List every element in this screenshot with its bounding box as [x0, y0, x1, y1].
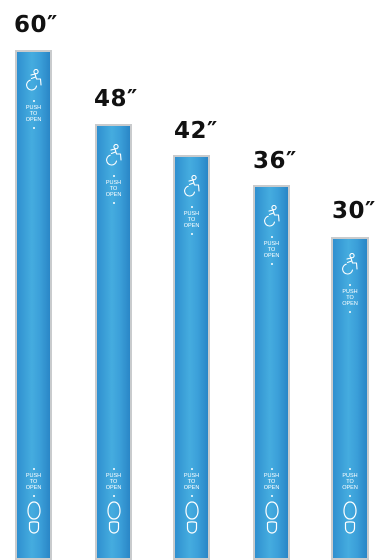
guide-dot	[270, 262, 273, 265]
push-plate-42: PUSH TO OPEN PUSH TO OPEN	[173, 155, 210, 560]
size-label-text: 30″	[332, 198, 376, 224]
guide-dot	[270, 468, 273, 470]
size-label-48: 48″	[94, 88, 138, 111]
footprint-icon	[342, 501, 358, 535]
open-word: OPEN	[342, 485, 358, 492]
push-word: PUSH	[183, 211, 200, 217]
size-label-text: 48″	[94, 86, 138, 112]
guide-dot	[270, 494, 273, 497]
push-word: PUSH	[105, 473, 122, 479]
push-word: PUSH	[25, 105, 42, 111]
footprint-icon	[26, 501, 42, 535]
guide-dot	[112, 468, 115, 470]
guide-dot	[112, 175, 115, 177]
open-word: OPEN	[105, 485, 122, 492]
push-word: PUSH	[183, 473, 200, 479]
push-word: PUSH	[105, 180, 122, 186]
push-word: PUSH	[263, 241, 280, 247]
guide-dot	[349, 494, 351, 497]
size-label-text: 60″	[14, 12, 58, 38]
guide-dot	[112, 494, 115, 497]
push-plate-30: PUSH TO OPEN PUSH TO OPEN	[331, 237, 369, 560]
open-word: OPEN	[183, 485, 200, 492]
push-word: PUSH	[342, 473, 358, 479]
push-word: PUSH	[263, 473, 280, 479]
to-word: TO	[29, 479, 38, 486]
guide-dot	[32, 126, 35, 129]
push-to-open-top: PUSH TO OPEN	[342, 289, 358, 308]
accessible-icon	[183, 175, 201, 197]
open-word: OPEN	[105, 192, 122, 199]
push-plate-36: PUSH TO OPEN PUSH TO OPEN	[253, 185, 290, 560]
push-word: PUSH	[342, 289, 358, 295]
push-to-open-top: PUSH TO OPEN	[264, 241, 280, 260]
push-plate-48: PUSH TO OPEN PUSH TO OPEN	[95, 124, 132, 560]
push-to-open-top: PUSH TO OPEN	[106, 180, 122, 199]
push-to-open-bottom: PUSH TO OPEN	[184, 473, 200, 492]
to-word: TO	[267, 247, 276, 254]
guide-dot	[32, 100, 35, 102]
push-to-open-bottom: PUSH TO OPEN	[26, 473, 42, 492]
to-word: TO	[346, 295, 354, 302]
size-label-36: 36″	[253, 150, 297, 173]
footprint-icon	[184, 501, 200, 535]
size-label-30: 30″	[332, 200, 376, 223]
open-word: OPEN	[263, 485, 280, 492]
guide-dot	[190, 206, 193, 208]
push-to-open-bottom: PUSH TO OPEN	[264, 473, 280, 492]
accessible-icon	[105, 144, 123, 166]
push-to-open-bottom: PUSH TO OPEN	[106, 473, 122, 492]
size-label-60: 60″	[14, 14, 58, 37]
accessible-icon	[341, 253, 359, 275]
push-to-open-bottom: PUSH TO OPEN	[342, 473, 358, 492]
guide-dot	[190, 494, 193, 497]
guide-dot	[349, 284, 351, 286]
to-word: TO	[187, 479, 196, 486]
to-word: TO	[187, 217, 196, 224]
to-word: TO	[109, 186, 118, 193]
guide-dot	[112, 201, 115, 204]
guide-dot	[349, 468, 351, 470]
push-to-open-top: PUSH TO OPEN	[26, 105, 42, 124]
size-label-text: 42″	[174, 118, 218, 144]
to-word: TO	[109, 479, 118, 486]
accessible-icon	[263, 205, 281, 227]
open-word: OPEN	[25, 117, 42, 124]
guide-dot	[270, 236, 273, 238]
to-word: TO	[29, 111, 38, 118]
guide-dot	[349, 310, 351, 313]
guide-dot	[190, 468, 193, 470]
push-to-open-top: PUSH TO OPEN	[184, 211, 200, 230]
accessible-icon	[25, 69, 43, 91]
guide-dot	[190, 232, 193, 235]
open-word: OPEN	[342, 301, 358, 308]
push-word: PUSH	[25, 473, 42, 479]
open-word: OPEN	[263, 253, 280, 260]
size-label-42: 42″	[174, 120, 218, 143]
to-word: TO	[346, 479, 354, 486]
open-word: OPEN	[25, 485, 42, 492]
footprint-icon	[106, 501, 122, 535]
size-label-text: 36″	[253, 148, 297, 174]
open-word: OPEN	[183, 223, 200, 230]
push-plate-60: PUSH TO OPEN PUSH TO OPEN	[15, 50, 52, 560]
footprint-icon	[264, 501, 280, 535]
to-word: TO	[267, 479, 276, 486]
guide-dot	[32, 468, 35, 470]
guide-dot	[32, 494, 35, 497]
